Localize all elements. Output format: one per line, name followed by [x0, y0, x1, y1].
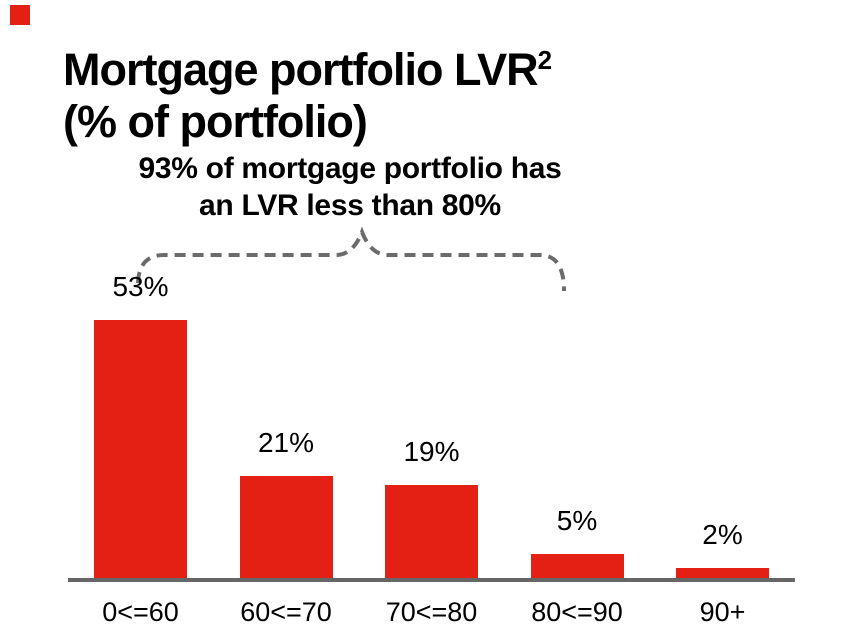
chart-title-line1: Mortgage portfolio LVR2 [63, 34, 553, 96]
bar-0<=60 [94, 320, 187, 578]
bar-value-label: 53% [112, 271, 169, 302]
bar-70<=80 [385, 485, 478, 578]
bar-90+ [676, 568, 769, 578]
chart-title: Mortgage portfolio LVR2 (% of portfolio) [63, 34, 553, 148]
brand-logo-square [10, 5, 30, 25]
bar-80<=90 [530, 554, 624, 578]
bar-value-label: 5% [556, 505, 598, 536]
chart-title-text: Mortgage portfolio LVR [63, 44, 539, 95]
x-axis-tick-label: 70<=80 [385, 597, 478, 627]
bar-value-label: 2% [702, 519, 743, 550]
x-axis-tick-label: 80<=90 [531, 597, 623, 627]
chart-title-superscript: 2 [537, 45, 553, 75]
x-axis-tick-label: 90+ [699, 597, 746, 627]
annotation-line2: an LVR less than 80% [199, 189, 501, 222]
bar-60<=70 [239, 476, 333, 578]
annotation-line1: 93% of mortgage portfolio has [138, 152, 562, 185]
x-axis-line [68, 578, 795, 582]
chart-subtitle: (% of portfolio) [63, 96, 368, 147]
bar-value-label: 19% [403, 436, 460, 467]
bar-value-label: 21% [257, 427, 315, 458]
annotation-text: 93% of mortgage portfolio has an LVR les… [110, 150, 590, 224]
x-axis-tick-label: 0<=60 [102, 597, 179, 627]
x-axis-tick-label: 60<=70 [240, 597, 332, 627]
